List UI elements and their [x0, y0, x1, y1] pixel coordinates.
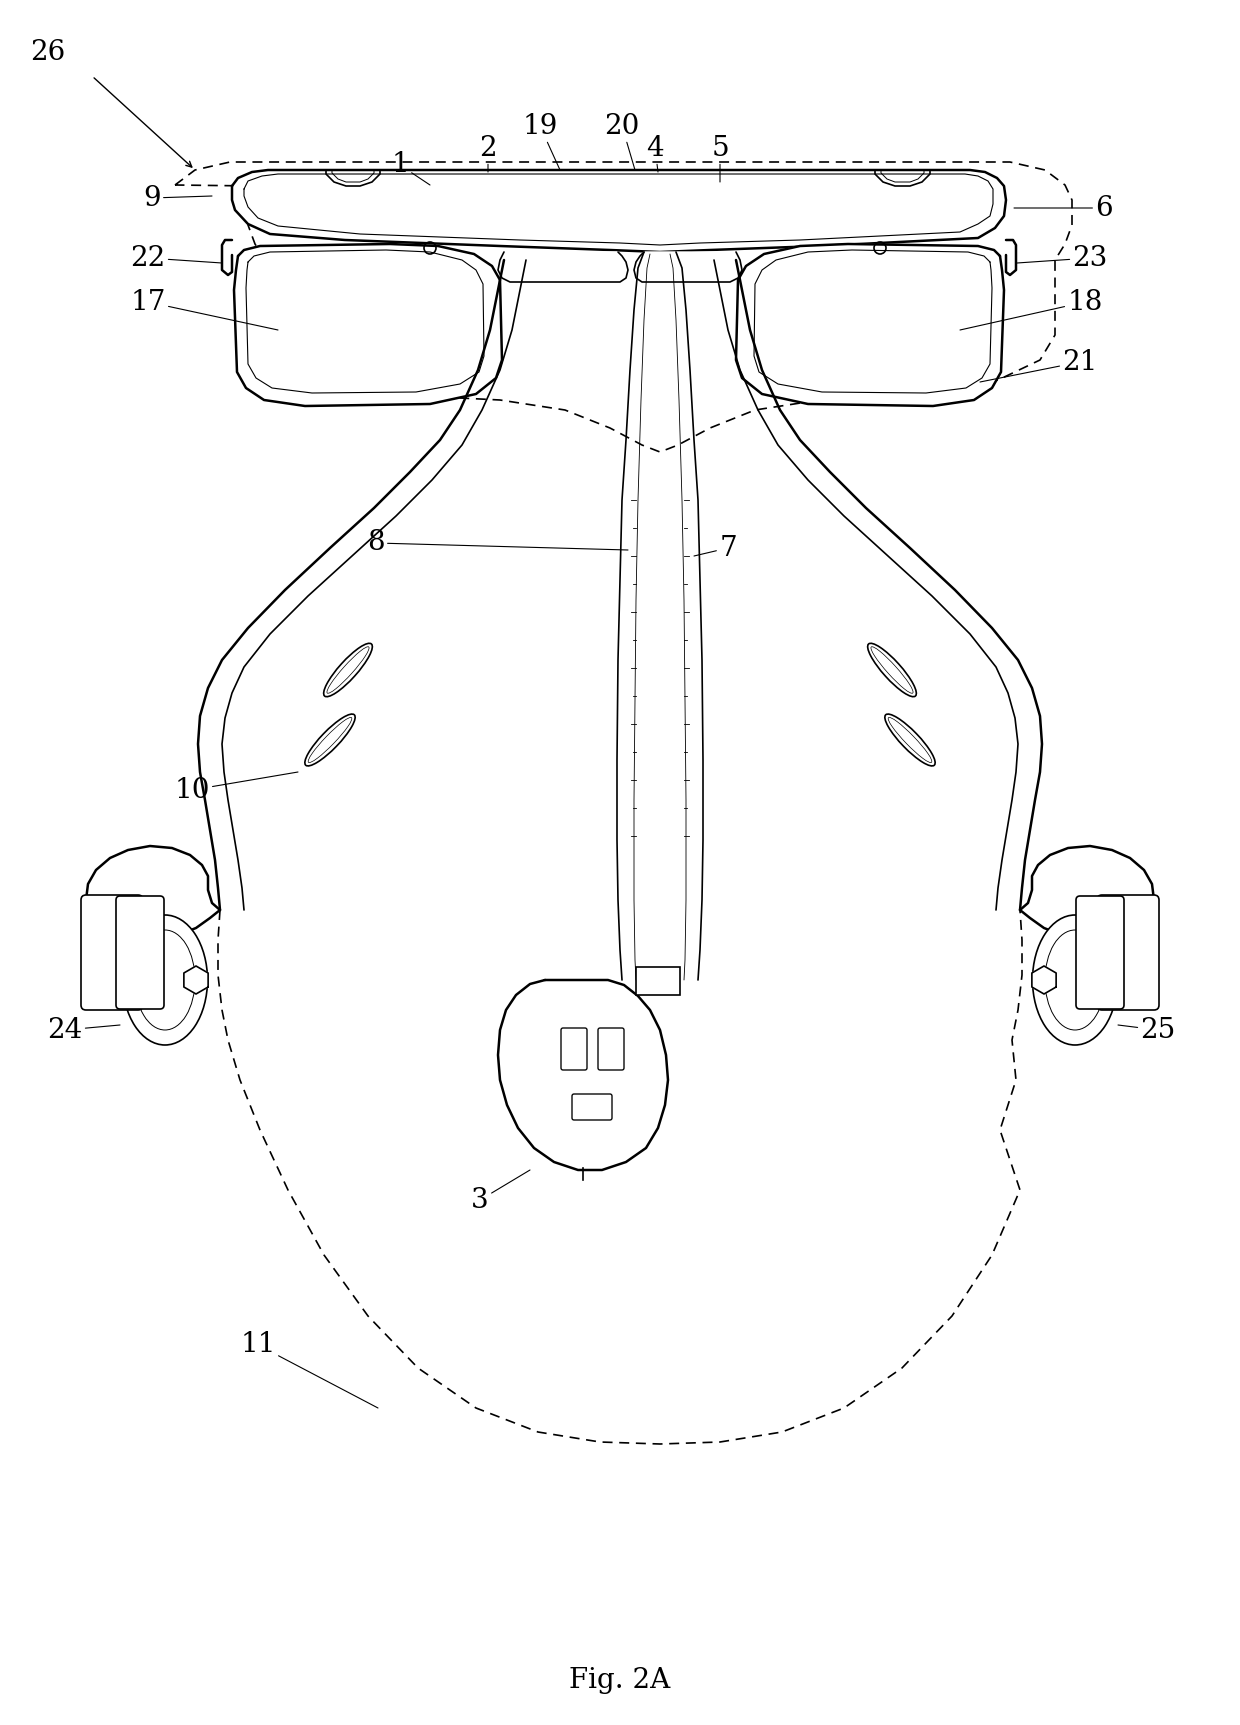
- Text: 1: 1: [391, 152, 430, 185]
- Text: 24: 24: [47, 1016, 120, 1044]
- Polygon shape: [498, 252, 627, 281]
- Polygon shape: [234, 243, 502, 405]
- FancyBboxPatch shape: [572, 1094, 613, 1120]
- Text: Fig. 2A: Fig. 2A: [569, 1666, 671, 1694]
- Text: 19: 19: [522, 112, 560, 171]
- Text: 10: 10: [175, 773, 298, 804]
- Text: 2: 2: [479, 135, 497, 173]
- Ellipse shape: [324, 643, 372, 697]
- Bar: [636, 968, 680, 995]
- Polygon shape: [184, 966, 208, 994]
- FancyBboxPatch shape: [560, 1028, 587, 1070]
- FancyBboxPatch shape: [1097, 895, 1159, 1011]
- Polygon shape: [737, 243, 1004, 405]
- FancyBboxPatch shape: [1076, 895, 1123, 1009]
- Ellipse shape: [1033, 914, 1117, 1045]
- Text: 20: 20: [604, 112, 640, 171]
- Text: 5: 5: [712, 135, 729, 183]
- Text: 11: 11: [241, 1332, 378, 1408]
- Text: 23: 23: [1017, 245, 1107, 271]
- Text: 18: 18: [960, 288, 1102, 329]
- Text: 9: 9: [143, 185, 212, 212]
- Ellipse shape: [885, 714, 935, 766]
- Text: 3: 3: [471, 1170, 529, 1213]
- Text: 6: 6: [1014, 195, 1112, 221]
- Text: 4: 4: [646, 135, 663, 173]
- Polygon shape: [232, 171, 1006, 252]
- FancyBboxPatch shape: [117, 895, 164, 1009]
- Text: 8: 8: [367, 530, 627, 557]
- FancyBboxPatch shape: [598, 1028, 624, 1070]
- Ellipse shape: [305, 714, 355, 766]
- Polygon shape: [498, 980, 668, 1170]
- Ellipse shape: [123, 914, 207, 1045]
- Text: 25: 25: [1118, 1016, 1176, 1044]
- FancyBboxPatch shape: [81, 895, 143, 1011]
- Polygon shape: [1006, 240, 1016, 274]
- Text: 17: 17: [130, 288, 278, 329]
- Polygon shape: [222, 240, 232, 274]
- Text: 21: 21: [980, 348, 1097, 381]
- Polygon shape: [634, 252, 742, 281]
- Ellipse shape: [868, 643, 916, 697]
- Polygon shape: [86, 845, 219, 938]
- Text: 22: 22: [130, 245, 222, 271]
- Text: 7: 7: [694, 535, 737, 562]
- Text: 26: 26: [30, 38, 66, 66]
- Polygon shape: [1021, 845, 1154, 938]
- Polygon shape: [1032, 966, 1056, 994]
